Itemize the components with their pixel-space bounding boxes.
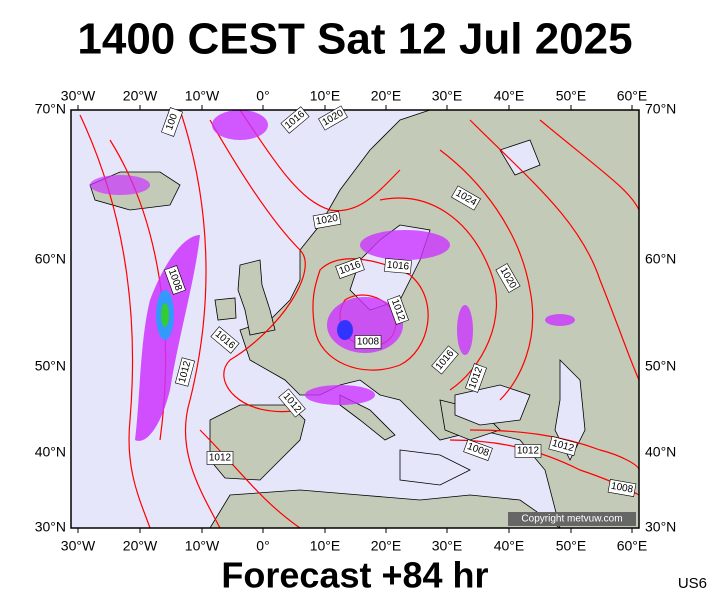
lon-label-bottom: 30°W bbox=[61, 538, 96, 554]
isobar-label-box bbox=[451, 185, 481, 211]
isobar-label-text: 1008 bbox=[357, 337, 380, 348]
lon-label-bottom: 10°W bbox=[185, 538, 220, 554]
isobar-label-box bbox=[514, 444, 542, 458]
isobar-label: 1016 bbox=[335, 257, 365, 279]
land bbox=[89, 110, 639, 528]
isobar-label-box bbox=[206, 451, 234, 465]
isobar-label-box bbox=[431, 345, 459, 375]
isobar-label-box bbox=[210, 326, 240, 354]
lon-label-top: 50°E bbox=[556, 88, 587, 104]
lon-label-top: 0° bbox=[256, 88, 269, 104]
lon-label-top: 60°E bbox=[617, 88, 648, 104]
map-area: Copyright metvuw.com bbox=[71, 110, 639, 528]
isobar-label-text: 1016 bbox=[386, 260, 410, 273]
map-frame bbox=[70, 109, 640, 529]
lon-label-bottom: 60°E bbox=[617, 538, 648, 554]
isobar-label-box bbox=[607, 478, 637, 498]
isobar-label-text: 1020 bbox=[315, 213, 339, 228]
isobar-label-box bbox=[318, 105, 348, 131]
lon-label-top: 30°E bbox=[432, 88, 463, 104]
forecast-label: Forecast +84 hr bbox=[221, 555, 488, 596]
lat-label-left: 70°N bbox=[35, 101, 66, 117]
isobar-label-box bbox=[495, 263, 521, 293]
lat-label-right: 60°N bbox=[645, 251, 676, 267]
lat-label-right: 50°N bbox=[645, 358, 676, 374]
lon-label-top: 10°E bbox=[310, 88, 341, 104]
isobar-label-box bbox=[164, 265, 186, 295]
lon-label-top: 40°E bbox=[494, 88, 525, 104]
isobar-label: 1008 bbox=[164, 265, 186, 295]
lon-label-bottom: 20°E bbox=[371, 538, 402, 554]
copyright-box bbox=[508, 512, 636, 526]
lat-label-left: 40°N bbox=[35, 444, 66, 460]
copyright: Copyright metvuw.com bbox=[521, 514, 622, 525]
isobar-label: 1020 bbox=[312, 210, 342, 230]
isobar-label-text: 1008 bbox=[610, 481, 634, 496]
isobar-label: 1008 bbox=[607, 478, 637, 498]
lon-label-top: 30°W bbox=[61, 88, 96, 104]
isobar-label-box bbox=[278, 388, 306, 418]
lon-label-bottom: 30°E bbox=[432, 538, 463, 554]
lon-label-bottom: 50°E bbox=[556, 538, 587, 554]
lon-label-bottom: 20°W bbox=[123, 538, 158, 554]
isobar-label: 1016 bbox=[384, 258, 412, 274]
lon-label-top: 10°W bbox=[185, 88, 220, 104]
isobar-label-box bbox=[280, 106, 310, 134]
lon-label-top: 20°W bbox=[123, 88, 158, 104]
isobar-label: 1012 bbox=[514, 444, 542, 458]
isobar-label: 1012 bbox=[387, 295, 409, 325]
isobar-label-box bbox=[312, 210, 342, 230]
isobar-label-box bbox=[161, 107, 183, 137]
lat-label-right: 70°N bbox=[645, 101, 676, 117]
title: 1400 CEST Sat 12 Jul 2025 bbox=[77, 15, 632, 64]
isobar-label: 1012 bbox=[548, 435, 578, 457]
lon-label-bottom: 10°E bbox=[310, 538, 341, 554]
isobar-label-box bbox=[335, 257, 365, 279]
lat-label-right: 40°N bbox=[645, 444, 676, 460]
isobar-label-box bbox=[465, 363, 487, 393]
model-code: US6 bbox=[678, 575, 707, 592]
lat-label-right: 30°N bbox=[645, 519, 676, 535]
isobar-label: 1012 bbox=[465, 363, 487, 393]
isobar-label: 1008 bbox=[463, 439, 493, 461]
isobar-label-box bbox=[387, 295, 409, 325]
isobar-label-box bbox=[174, 357, 196, 387]
isobar-label: 1008 bbox=[354, 335, 382, 349]
lat-label-left: 30°N bbox=[35, 519, 66, 535]
isobar-label-box bbox=[354, 335, 382, 349]
lon-label-top: 20°E bbox=[371, 88, 402, 104]
isobar-label-text: 1012 bbox=[517, 446, 540, 457]
isobar-label-text: 1012 bbox=[209, 453, 232, 464]
lat-label-left: 60°N bbox=[35, 251, 66, 267]
isobar-label-box bbox=[384, 258, 412, 274]
lat-label-left: 50°N bbox=[35, 358, 66, 374]
isobar-label: 1012 bbox=[206, 451, 234, 465]
graticule-labels: 30°W 30°W 20°W 20°W 10°W 10°W 0° 0° 10°E 10°E 20°E… bbox=[35, 88, 677, 554]
lon-label-bottom: 40°E bbox=[494, 538, 525, 554]
isobar-label-box bbox=[548, 435, 578, 457]
isobar-label: 100 bbox=[161, 107, 183, 137]
isobar-label-box bbox=[463, 439, 493, 461]
lon-label-bottom: 0° bbox=[256, 538, 269, 554]
isobar-label: 1012 bbox=[174, 357, 196, 387]
